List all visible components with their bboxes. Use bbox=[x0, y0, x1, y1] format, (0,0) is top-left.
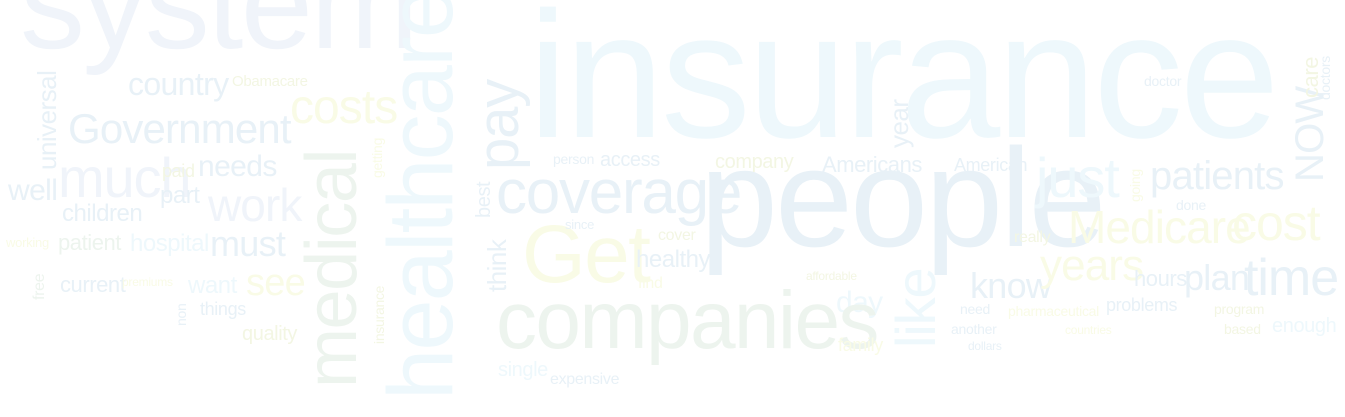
cloud-word-obamacare: Obamacare bbox=[232, 73, 308, 90]
cloud-word-hospital: hospital bbox=[130, 230, 209, 257]
cloud-word-needs: needs bbox=[198, 150, 277, 183]
cloud-word-access: access bbox=[600, 149, 660, 171]
cloud-word-must: must bbox=[210, 223, 286, 264]
cloud-word-person: person bbox=[553, 151, 595, 167]
cloud-word-since: since bbox=[565, 217, 595, 232]
cloud-word-dollars: dollars bbox=[968, 339, 1002, 353]
cloud-word-expensive: expensive bbox=[550, 371, 620, 388]
cloud-word-going: going bbox=[1127, 169, 1143, 202]
cloud-word-pharmaceutical: pharmaceutical bbox=[1008, 303, 1100, 319]
cloud-word-pay: pay bbox=[466, 79, 531, 170]
cloud-word-year: year bbox=[884, 99, 914, 149]
cloud-word-hours: hours bbox=[1134, 266, 1187, 291]
cloud-word-see: see bbox=[246, 262, 306, 304]
cloud-word-now: NOW bbox=[1288, 86, 1332, 182]
cloud-word-insurance: insurance bbox=[528, 0, 1280, 176]
cloud-word-medical: medical bbox=[292, 149, 372, 388]
cloud-word-patients: patients bbox=[1150, 154, 1285, 198]
cloud-word-part: part bbox=[160, 182, 200, 209]
cloud-word-non: non bbox=[173, 303, 189, 326]
cloud-word-healthcare: healthcare bbox=[370, 0, 472, 400]
cloud-word-years: years bbox=[1040, 241, 1144, 290]
cloud-word-cover: cover bbox=[658, 227, 696, 244]
cloud-word-want: want bbox=[188, 272, 237, 299]
cloud-word-current: current bbox=[60, 272, 126, 297]
cloud-word-plan: plan bbox=[1184, 257, 1250, 298]
cloud-word-premiums: premiums bbox=[122, 275, 173, 289]
cloud-word-work: work bbox=[208, 179, 302, 231]
cloud-word-quality: quality bbox=[242, 323, 298, 345]
cloud-word-american: American bbox=[954, 155, 1028, 175]
cloud-word-things: things bbox=[200, 299, 246, 319]
cloud-word-enough: enough bbox=[1272, 315, 1337, 337]
cloud-word-company: company bbox=[715, 151, 794, 173]
cloud-word-paid: paid bbox=[162, 161, 195, 181]
cloud-word-know: know bbox=[970, 265, 1052, 306]
cloud-word-system: system bbox=[20, 0, 419, 76]
cloud-word-affordable: affordable bbox=[806, 269, 857, 283]
cloud-word-best: best bbox=[473, 181, 495, 218]
cloud-word-well: well bbox=[8, 174, 58, 207]
cloud-word-get: Get bbox=[522, 209, 651, 300]
cloud-word-government: Government bbox=[68, 105, 292, 152]
cloud-word-cost: cost bbox=[1232, 195, 1321, 251]
cloud-word-countries: countries bbox=[1065, 323, 1112, 337]
cloud-word-time: time bbox=[1244, 249, 1339, 307]
cloud-word-doctors: doctors bbox=[1317, 56, 1333, 100]
cloud-word-program: program bbox=[1214, 301, 1265, 317]
cloud-word-day: day bbox=[836, 286, 883, 319]
cloud-word-children: children bbox=[62, 200, 143, 227]
cloud-word-coverage: coverage bbox=[496, 158, 742, 227]
cloud-word-find: find bbox=[638, 275, 663, 292]
cloud-word-healthy: healthy bbox=[636, 246, 711, 273]
cloud-word-just: just bbox=[1036, 146, 1120, 209]
cloud-word-much: much bbox=[58, 146, 192, 209]
cloud-word-done: done bbox=[1176, 197, 1207, 213]
cloud-word-really: really bbox=[1014, 229, 1051, 246]
cloud-word-non-insurance: insurance bbox=[371, 285, 387, 344]
cloud-word-medicare: Medicare bbox=[1068, 201, 1251, 253]
cloud-word-patient: patient bbox=[58, 230, 121, 255]
cloud-word-getting: getting bbox=[369, 137, 385, 178]
cloud-word-doctor: doctor bbox=[1144, 73, 1182, 89]
cloud-word-another: another bbox=[951, 321, 997, 337]
cloud-word-costs: costs bbox=[290, 81, 398, 134]
cloud-word-universal: universal bbox=[32, 70, 62, 170]
cloud-word-like: like bbox=[884, 268, 947, 348]
cloud-word-problems: problems bbox=[1106, 295, 1178, 315]
cloud-word-people: people bbox=[700, 119, 1106, 276]
cloud-word-free: free bbox=[31, 273, 48, 300]
cloud-word-family: family bbox=[838, 335, 883, 355]
cloud-word-americans: Americans bbox=[822, 152, 922, 177]
cloud-word-working: working bbox=[6, 235, 49, 250]
cloud-word-single: single bbox=[498, 359, 548, 381]
cloud-word-companies: companies bbox=[496, 275, 879, 366]
cloud-word-based: based bbox=[1224, 321, 1261, 337]
cloud-word-need: need bbox=[960, 301, 991, 317]
cloud-word-country: country bbox=[128, 66, 229, 102]
